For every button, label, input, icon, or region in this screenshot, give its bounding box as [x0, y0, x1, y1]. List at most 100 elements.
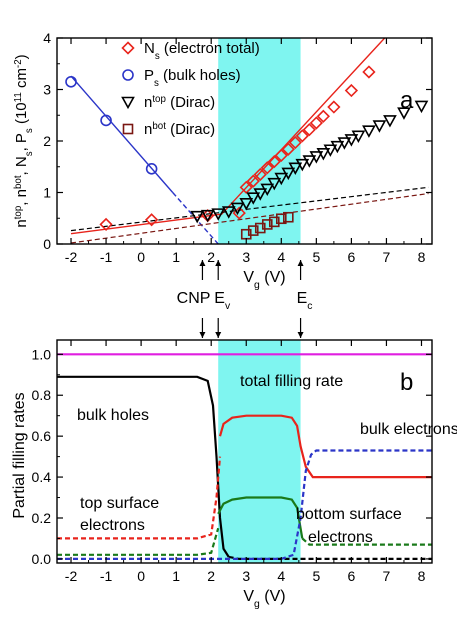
data-point-ns: [309, 116, 323, 130]
data-point-ntop: [362, 125, 376, 138]
data-point-ntop: [302, 155, 317, 168]
data-point-ns: [274, 148, 288, 163]
data-point-ntop: [414, 100, 429, 114]
legend-marker: [121, 96, 135, 110]
series-label: total filling rate: [240, 373, 343, 390]
x-tick-label: -2: [65, 568, 78, 584]
x-tick-label: 8: [418, 568, 426, 584]
data-point-ps: [145, 163, 158, 175]
y-tick-label: 0.2: [32, 510, 52, 526]
x-axis-label: Vg (V): [243, 588, 285, 610]
panel-label: a: [400, 87, 414, 114]
data-point-ns: [327, 100, 341, 114]
legend-label: Ns (electron total): [144, 40, 260, 62]
data-point-ntop: [211, 208, 226, 221]
data-point-ntop: [190, 210, 205, 224]
series-label: electrons: [80, 517, 145, 534]
x-tick-label: 5: [312, 249, 320, 265]
x-tick-label: 2: [207, 568, 215, 584]
data-point-ntop: [281, 167, 296, 181]
arrowhead: [199, 260, 206, 266]
fit-line-nbot: [70, 192, 429, 244]
data-point-ns: [288, 135, 302, 150]
x-tick-label: -1: [100, 249, 113, 265]
data-point-ntop: [309, 151, 324, 164]
data-point-ntop: [253, 188, 268, 201]
data-point-ns: [99, 217, 113, 232]
y-tick-label: 1: [43, 185, 51, 201]
x-tick-label: 7: [383, 249, 391, 265]
y-tick-label: 0.6: [32, 428, 52, 444]
series-line-3: [57, 456, 222, 540]
fit-line-ps: [70, 75, 174, 193]
data-point-nbot: [275, 213, 287, 225]
x-tick-label: 7: [383, 568, 391, 584]
data-point-ns: [144, 213, 159, 227]
x-tick-label: 0: [137, 568, 145, 584]
data-point-ps: [65, 75, 77, 88]
x-tick-label: 4: [277, 249, 285, 265]
x-tick-label: 6: [347, 568, 355, 584]
axes-frame: [56, 339, 433, 564]
y-tick-label: 0: [43, 236, 51, 252]
series-line-6: [217, 496, 304, 539]
x-tick-label: 1: [172, 568, 180, 584]
series-line-8: [57, 449, 432, 560]
x-tick-label: 6: [347, 249, 355, 265]
legend-label: Ps (bulk holes): [144, 67, 241, 89]
x-tick-label: 0: [137, 249, 145, 265]
panel-a: -2 -1 0 1 2 3 4 5 6 7 8 0 1 2 3 4 Vg (V) ntop, nbot, Ns, …: [13, 30, 433, 338]
data-point-nbot: [254, 222, 266, 234]
data-point-nbot: [247, 225, 259, 236]
data-point-nbot: [268, 216, 280, 228]
series-line-7: [301, 537, 432, 546]
data-point-ns: [253, 167, 267, 182]
data-point-ns: [344, 83, 359, 98]
y-tick-label: 0.0: [32, 551, 52, 567]
data-point-ns: [267, 154, 281, 169]
data-point-ns: [260, 161, 274, 175]
data-point-ns: [302, 123, 316, 137]
series-label: bulk holes: [77, 407, 149, 424]
y-tick-label: 2: [43, 133, 51, 149]
data-point-ntop: [344, 134, 359, 147]
data-point-ntop: [337, 137, 352, 150]
x-tick-label: 2: [207, 249, 215, 265]
y-tick-label: 0.8: [32, 387, 52, 403]
arrowhead: [215, 332, 222, 338]
y-tick-label: 3: [43, 82, 51, 98]
data-point-nbot: [261, 219, 273, 230]
data-point-ntop: [351, 130, 366, 144]
data-point-ns: [362, 65, 376, 79]
data-point-ntop: [260, 183, 275, 197]
data-point-nbot: [283, 211, 294, 223]
series-label: bottom surface: [296, 506, 402, 523]
series-label: top surface: [80, 495, 159, 512]
x-tick-label: 5: [312, 568, 320, 584]
panel-b: -2 -1 0 1 2 3 4 5 6 7 8 0.0 0.2 0.4 0.6 0.8 1.0 Vg (V) Par…: [11, 339, 457, 610]
data-point-ntop: [239, 198, 254, 211]
data-point-ntop: [295, 158, 310, 172]
annotation-label: CNP: [177, 290, 211, 307]
data-point-ntop: [383, 115, 397, 128]
data-point-ntop: [200, 209, 215, 223]
legend-label: ntop (Dirac): [144, 94, 215, 112]
arrowhead: [297, 260, 304, 266]
x-tick-label: -2: [65, 249, 78, 265]
data-point-ns: [316, 109, 330, 123]
data-point-ntop: [267, 177, 282, 191]
data-point-ntop: [288, 162, 303, 175]
data-point-ns: [239, 180, 253, 194]
plot-area: [57, 353, 432, 560]
data-point-ns: [295, 129, 309, 143]
arrowhead: [215, 260, 222, 266]
arrowhead: [297, 332, 304, 338]
y-axis-label: ntop, nbot, Ns, Ps (1011 cm-2): [13, 54, 35, 227]
legend-marker: [122, 69, 134, 81]
fit-line-ntop: [70, 186, 429, 232]
legend-marker: [121, 41, 135, 55]
data-point-ntop: [221, 206, 236, 219]
annotation-label: Ev: [214, 290, 231, 312]
data-point-ps: [100, 114, 112, 127]
